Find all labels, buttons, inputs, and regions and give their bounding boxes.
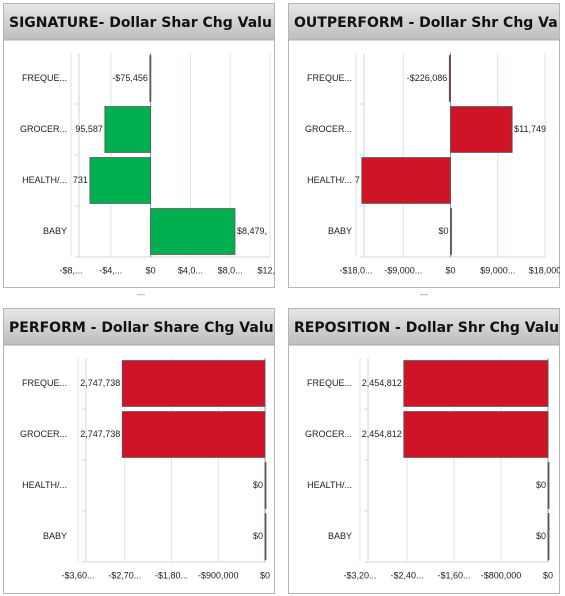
category-label: HEALTH/... (307, 480, 352, 490)
value-label: 2,454,812 (362, 378, 402, 388)
value-label: $0 (536, 531, 546, 541)
category-label: BABY (43, 531, 67, 541)
category-label: BABY (328, 531, 352, 541)
value-label: -$75,456 (112, 73, 148, 83)
value-label: 2,454,812 (362, 429, 402, 439)
category-label: GROCER... (20, 124, 67, 134)
value-label: $0 (536, 480, 546, 490)
x-tick-label: -$8,... (59, 265, 82, 275)
value-label: 95,587 (75, 124, 103, 134)
panel-header (289, 4, 559, 40)
chart-title: SIGNATURE- Dollar Shar Chg Valu (9, 15, 272, 31)
x-tick-label: $0 (445, 265, 455, 275)
x-tick-label: -$2,70... (108, 570, 141, 580)
x-tick-label: $0 (146, 265, 156, 275)
x-tick-label: -$2,40... (390, 570, 423, 580)
category-label: BABY (43, 226, 67, 236)
bar (450, 106, 513, 153)
category-label: HEALTH/... (307, 175, 352, 185)
category-label: FREQUE... (22, 378, 67, 388)
value-label: 2,747,738 (80, 429, 120, 439)
value-label: $0 (253, 531, 263, 541)
x-tick-label: $0 (543, 570, 553, 580)
panel-header (4, 4, 274, 40)
chart-title: REPOSITION - Dollar Shr Chg Valu (294, 320, 559, 336)
bar (450, 208, 452, 255)
splitter: — (420, 290, 429, 300)
chart-panel: SIGNATURE- Dollar Shar Chg Valu -$8,... -$… (3, 3, 282, 288)
value-label: -$226,086 (407, 73, 448, 83)
chart-panel: PERFORM - Dollar Share Chg Valu -$3,60...… (3, 308, 275, 594)
bar (403, 411, 549, 458)
category-label: GROCER... (305, 429, 352, 439)
splitter: — (137, 290, 146, 300)
bar (547, 462, 550, 509)
x-tick-label: -$900,000 (198, 570, 239, 580)
x-tick-label: -$1,60... (437, 570, 470, 580)
x-tick-label: -$18,0... (339, 265, 372, 275)
x-tick-label: -$9,000... (384, 265, 422, 275)
bar (104, 106, 151, 153)
value-label: $8,479, (237, 226, 267, 236)
x-tick-label: -$3,20... (343, 570, 376, 580)
chart-panel: REPOSITION - Dollar Shr Chg Valu -$3,20..… (288, 308, 560, 594)
bar (361, 157, 451, 204)
panel-header (4, 309, 274, 345)
x-tick-label: $4,0... (178, 265, 203, 275)
category-label: FREQUE... (307, 73, 352, 83)
x-tick-label: -$1,80... (155, 570, 188, 580)
bar (264, 513, 267, 560)
chart-title: PERFORM - Dollar Share Chg Valu (9, 320, 274, 336)
category-label: FREQUE... (307, 378, 352, 388)
bar (121, 360, 266, 407)
value-label: $11,749 (514, 124, 546, 134)
category-label: GROCER... (20, 429, 67, 439)
category-label: HEALTH/... (22, 175, 67, 185)
x-tick-label: -$3,60... (61, 570, 94, 580)
panel-header (289, 309, 559, 345)
category-label: HEALTH/... (22, 480, 67, 490)
category-label: GROCER... (305, 124, 352, 134)
bar (403, 360, 549, 407)
x-tick-label: -$800,000 (481, 570, 522, 580)
bar (448, 55, 451, 102)
bar (89, 157, 152, 204)
value-label: 7 (355, 175, 360, 185)
category-label: BABY (328, 226, 352, 236)
bar (264, 462, 267, 509)
x-tick-label: $12,... (257, 265, 282, 275)
bar (121, 411, 266, 458)
panel-frame (288, 3, 560, 288)
value-label: $0 (253, 480, 263, 490)
x-tick-label: $9,000... (480, 265, 515, 275)
x-tick-label: $8,0... (218, 265, 243, 275)
bar (149, 55, 152, 102)
chart-panel: OUTPERFORM - Dollar Shr Chg Va -$18,0... -… (288, 3, 562, 288)
chart-title: OUTPERFORM - Dollar Shr Chg Va (294, 15, 558, 31)
value-label: $0 (438, 226, 448, 236)
bar (547, 513, 550, 560)
value-label: 731 (73, 175, 88, 185)
value-label: 2,747,738 (80, 378, 120, 388)
x-tick-label: $18,000 (529, 265, 562, 275)
bar (150, 208, 236, 255)
x-tick-label: -$4,... (99, 265, 122, 275)
category-label: FREQUE... (22, 73, 67, 83)
x-tick-label: $0 (260, 570, 270, 580)
